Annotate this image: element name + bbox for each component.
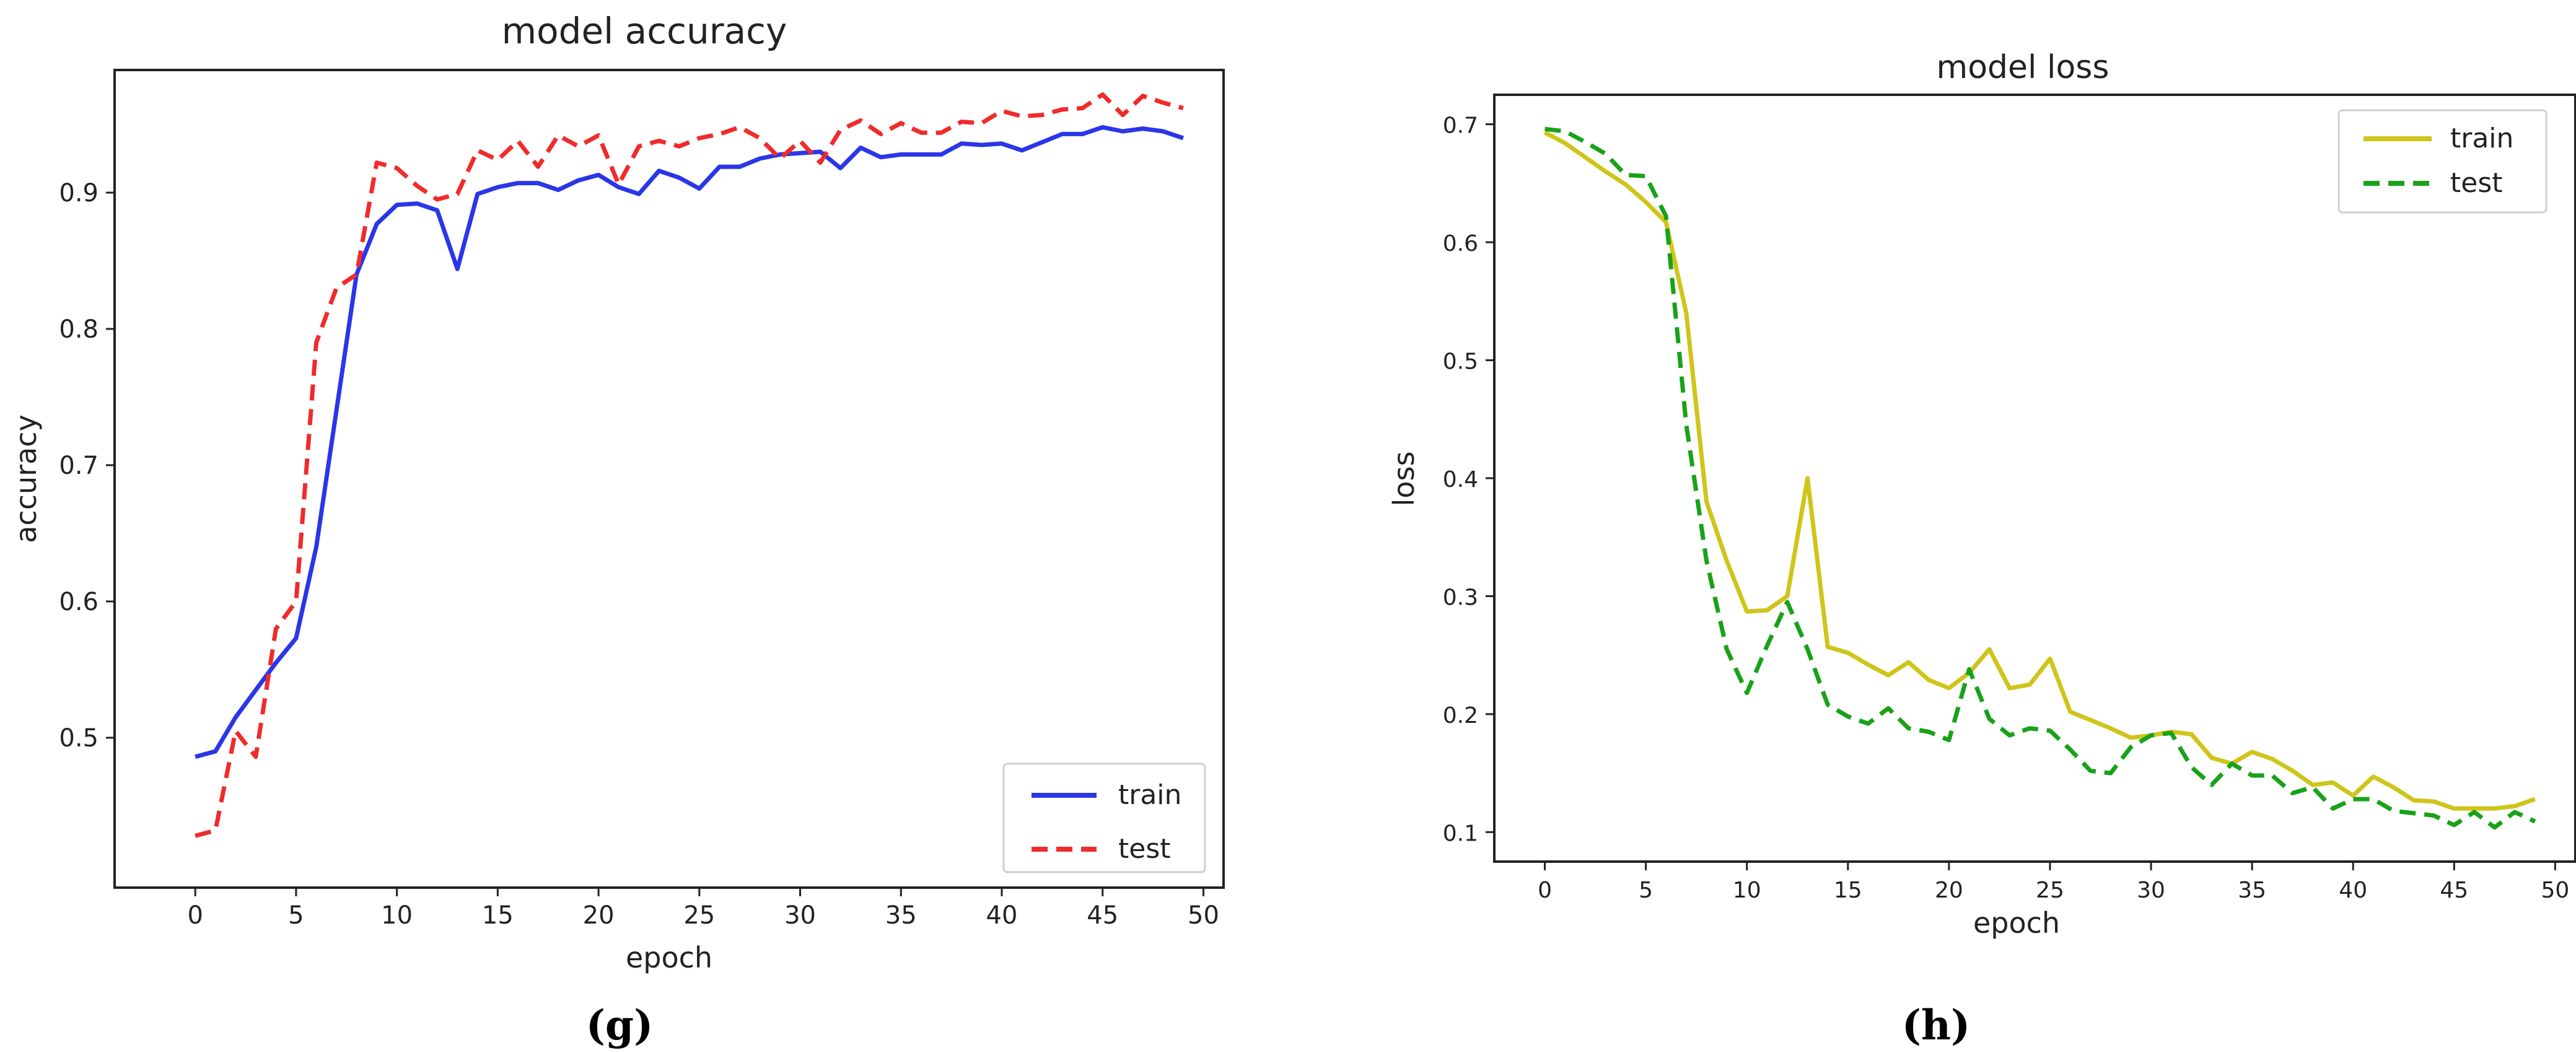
series-line-train <box>195 125 1185 759</box>
x-tick-label: 10 <box>381 901 413 930</box>
y-tick-label: 0.4 <box>1443 467 1478 492</box>
series-line-train <box>1543 130 2536 811</box>
y-tick-label: 0.7 <box>59 452 99 480</box>
x-tick-label: 45 <box>2440 878 2468 903</box>
x-tick-label: 0 <box>1538 878 1552 903</box>
y-tick-label: 0.3 <box>1443 585 1478 610</box>
x-tick-label: 35 <box>2238 878 2266 903</box>
y-tick-label: 0.2 <box>1443 703 1478 728</box>
y-tick-label: 0.7 <box>1443 113 1478 139</box>
x-tick-label: 5 <box>1639 878 1653 903</box>
caption-h: (h) <box>1902 1001 1970 1049</box>
plot-frame <box>113 69 1225 889</box>
y-tick-label: 0.8 <box>59 315 99 344</box>
y-axis-label: loss <box>1387 452 1421 507</box>
loss-chart: model loss 0 5 10 15 20 25 30 35 40 45 50 0.10.20.… <box>1387 49 2576 940</box>
x-axis: 0 5 10 15 20 25 30 35 40 45 50 <box>187 888 1219 930</box>
x-tick-label: 50 <box>1188 901 1219 930</box>
legend-label-test: test <box>2450 167 2503 199</box>
chart-title: model accuracy <box>502 10 787 52</box>
y-axis: 0.1 0.2 0.3 0.4 0.5 0.6 0.7 <box>1443 113 1494 846</box>
x-tick-label: 0 <box>187 901 203 930</box>
series-layer <box>195 92 1185 838</box>
y-axis-label: accuracy <box>9 414 43 543</box>
legend-label-train: train <box>2450 123 2513 154</box>
y-tick-label: 0.6 <box>59 588 99 616</box>
x-tick-label: 15 <box>482 901 514 930</box>
series-layer <box>1543 126 2536 830</box>
y-tick-label: 0.5 <box>59 724 99 753</box>
accuracy-chart: model accuracy 0 5 10 15 20 25 30 35 40 45 50 0.50… <box>9 10 1225 974</box>
x-tick-label: 20 <box>583 901 615 930</box>
y-tick-label: 0.9 <box>59 179 99 208</box>
legend-box <box>2337 109 2548 214</box>
x-tick-label: 25 <box>683 901 715 930</box>
series-line-test <box>195 92 1184 838</box>
y-tick-label: 0.1 <box>1443 821 1478 846</box>
x-tick-label: 25 <box>2036 878 2064 903</box>
x-tick-label: 30 <box>2137 878 2165 903</box>
legend: train test <box>2337 109 2548 214</box>
y-tick-label: 0.5 <box>1443 349 1478 375</box>
x-axis-label: epoch <box>626 941 712 974</box>
chart-title: model loss <box>1937 49 2109 86</box>
x-tick-label: 40 <box>986 901 1018 930</box>
x-tick-label: 35 <box>885 901 917 930</box>
legend-box <box>1002 762 1206 873</box>
x-tick-label: 10 <box>1733 878 1761 903</box>
x-axis: 0 5 10 15 20 25 30 35 40 45 50 <box>1538 862 2569 903</box>
x-tick-label: 40 <box>2339 878 2367 903</box>
legend: train test <box>1002 762 1206 873</box>
x-axis-label: epoch <box>1973 906 2060 940</box>
caption-g: (g) <box>586 1001 654 1049</box>
series-line-test <box>1544 126 2536 830</box>
y-tick-label: 0.6 <box>1443 231 1478 256</box>
legend-label-test: test <box>1118 833 1171 865</box>
legend-label-train: train <box>1118 779 1181 811</box>
y-axis: 0.5 0.6 0.7 0.8 0.9 <box>59 179 115 753</box>
x-tick-label: 30 <box>784 901 816 930</box>
x-tick-label: 15 <box>1834 878 1862 903</box>
x-tick-label: 45 <box>1087 901 1118 930</box>
x-tick-label: 5 <box>288 901 304 930</box>
x-tick-label: 20 <box>1935 878 1963 903</box>
x-tick-label: 50 <box>2541 878 2569 903</box>
